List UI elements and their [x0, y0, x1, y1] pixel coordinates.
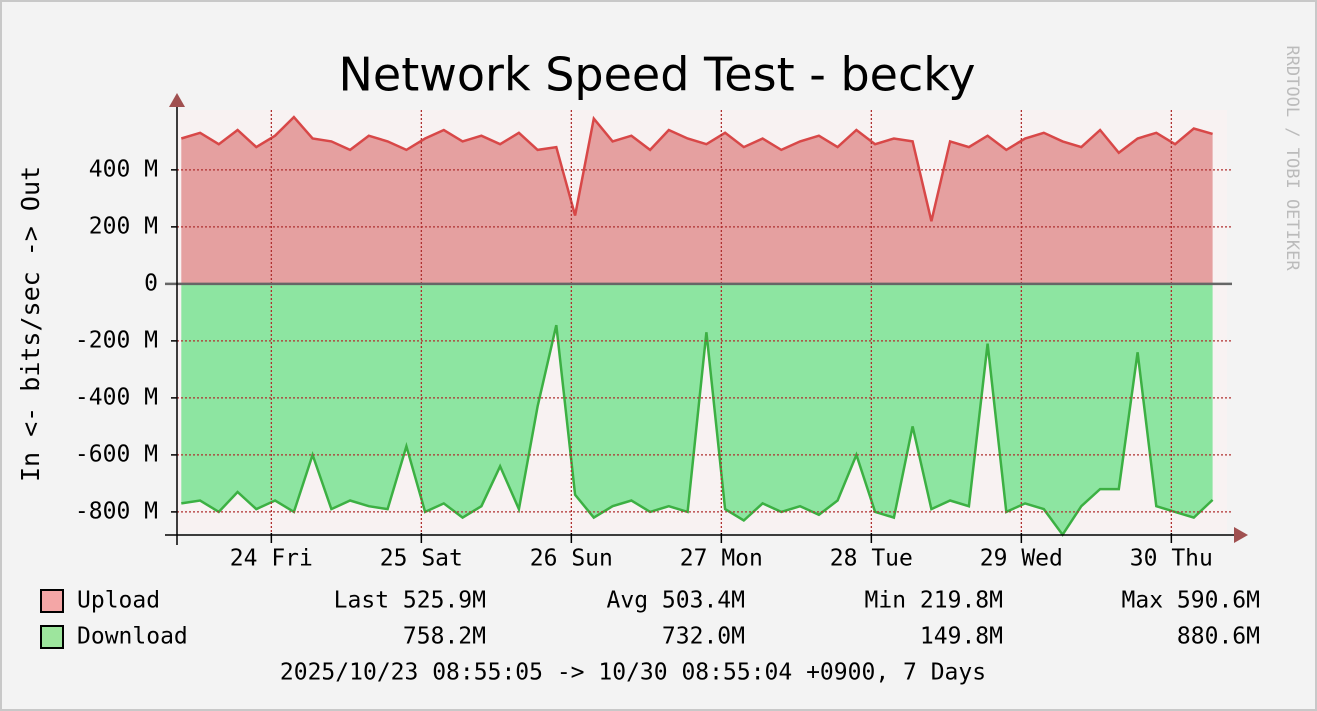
x-tick-label: 28 Tue	[830, 546, 913, 572]
x-arrow	[1234, 527, 1248, 543]
legend-stat: 149.8M	[920, 624, 1003, 650]
legend-stat: Avg 503.4M	[607, 588, 745, 614]
y-tick-label: -800 M	[75, 498, 158, 524]
x-tick-label: 24 Fri	[230, 546, 313, 572]
x-tick-label: 27 Mon	[680, 546, 763, 572]
chart-title: Network Speed Test - becky	[339, 48, 976, 102]
legend-stat: Max 590.6M	[1122, 588, 1260, 614]
legend-stat: Last 525.9M	[334, 588, 486, 614]
y-tick-label: 200 M	[89, 213, 158, 239]
y-axis-label: In <- bits/sec -> Out	[16, 166, 45, 482]
x-tick-label: 25 Sat	[380, 546, 463, 572]
line	[181, 324, 1214, 537]
legend-swatch	[40, 625, 64, 649]
area	[181, 283, 1213, 535]
legend-swatch	[40, 589, 64, 613]
x-tick-label: 29 Wed	[980, 546, 1063, 572]
legend-label: Download	[77, 624, 188, 650]
y-tick-label: -600 M	[75, 441, 158, 467]
area	[181, 117, 1213, 284]
line	[180, 115, 1213, 222]
y-arrow	[169, 93, 185, 107]
legend-label: Upload	[77, 588, 160, 614]
y-tick-label: -200 M	[75, 327, 158, 353]
watermark: RRDTOOL / TOBI OETIKER	[1282, 45, 1302, 271]
x-tick-label: 30 Thu	[1130, 546, 1213, 572]
footer: 2025/10/23 08:55:05 -> 10/30 08:55:04 +0…	[280, 660, 986, 686]
y-tick-label: -400 M	[75, 384, 158, 410]
y-tick-label: 400 M	[89, 156, 158, 182]
legend-stat: 732.0M	[662, 624, 745, 650]
x-tick-label: 26 Sun	[530, 546, 613, 572]
legend-stat: 880.6M	[1177, 624, 1260, 650]
legend-stat: Min 219.8M	[865, 588, 1003, 614]
y-tick-label: 0	[144, 270, 158, 296]
legend-stat: 758.2M	[403, 624, 486, 650]
